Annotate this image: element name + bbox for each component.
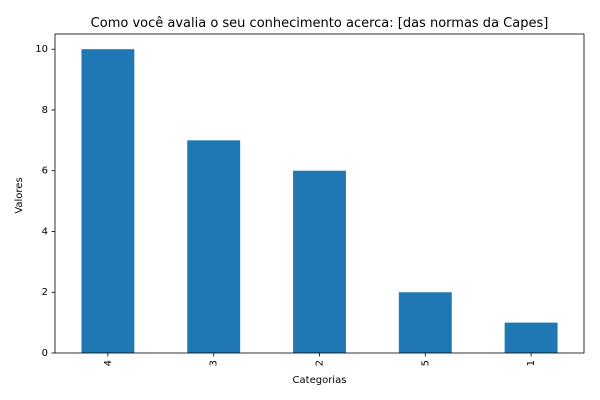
y-tick-label: 10 [35,44,48,55]
y-tick-label: 4 [42,226,48,237]
y-tick-label: 2 [42,287,48,298]
y-tick-label: 6 [42,166,48,177]
bar-5 [398,292,452,353]
y-tick-label: 8 [42,105,48,116]
bars-group [81,49,558,353]
x-tick-label: 3 [209,360,220,366]
bar-3 [187,140,241,353]
x-tick-label: 2 [315,360,326,366]
y-tick-label: 0 [42,348,48,359]
bar-4 [81,49,135,353]
x-axis: 4 3 2 5 1 [103,353,537,366]
x-tick-label: 1 [526,360,537,366]
x-tick-label: 5 [420,360,431,366]
y-axis-label: Valores [14,177,25,213]
x-axis-label: Categorias [293,375,347,386]
plot-frame [54,33,585,354]
y-axis: 0 2 4 6 8 10 [35,44,55,359]
bar-2 [293,170,346,353]
bar-1 [504,322,558,353]
chart-title: Como você avalia o seu conhecimento acer… [91,16,549,31]
x-tick-label: 4 [103,360,114,366]
plot-area: 0 2 4 6 8 10 4 3 2 5 1 [35,33,585,366]
axes-frame [54,33,585,354]
